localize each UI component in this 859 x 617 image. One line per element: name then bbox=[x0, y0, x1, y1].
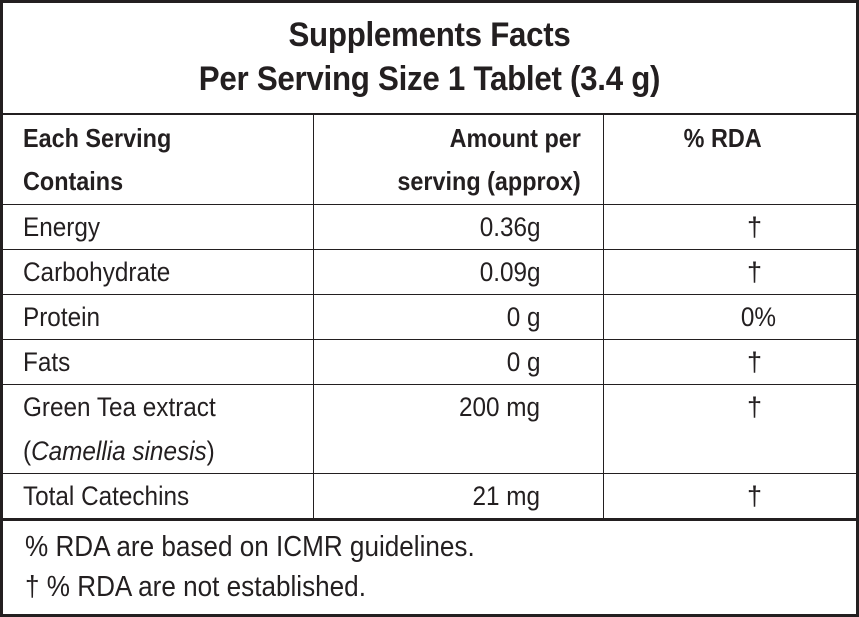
header-amount-per-serving: Amount per serving (approx) bbox=[312, 115, 604, 205]
nutrient-name: Protein bbox=[3, 293, 314, 340]
nutrient-rda: † bbox=[602, 383, 856, 474]
footnote-rda-not-established: † % RDA are not established. bbox=[25, 570, 366, 603]
nutrient-name: Green Tea extract (Camellia sinesis) bbox=[3, 383, 314, 474]
nutrient-amount: 200 mg bbox=[312, 383, 604, 474]
nutrient-name: Total Catechins bbox=[3, 472, 314, 519]
title-block: Supplements Facts Per Serving Size 1 Tab… bbox=[3, 3, 856, 115]
footnotes: % RDA are based on ICMR guidelines. † % … bbox=[3, 518, 856, 607]
table-row: Energy 0.36g † bbox=[3, 203, 856, 250]
nutrient-rda: † bbox=[602, 472, 856, 519]
panel-title: Supplements Facts bbox=[288, 16, 571, 54]
table-row: Protein 0 g 0% bbox=[3, 293, 856, 340]
nutrient-amount: 0.36g bbox=[312, 203, 604, 250]
botanical-name: (Camellia sinesis) bbox=[23, 435, 215, 466]
table-row: Green Tea extract (Camellia sinesis) 200… bbox=[3, 383, 856, 474]
nutrient-amount: 0.09g bbox=[312, 248, 604, 295]
header-each-serving: Each Serving Contains bbox=[3, 115, 314, 205]
nutrient-amount: 0 g bbox=[312, 338, 604, 385]
nutrient-name: Carbohydrate bbox=[3, 248, 314, 295]
nutrient-rda: 0% bbox=[602, 293, 856, 340]
nutrient-name: Fats bbox=[3, 338, 314, 385]
nutrition-table: Each Serving Contains Amount per serving… bbox=[3, 115, 856, 519]
nutrient-amount: 0 g bbox=[312, 293, 604, 340]
header-rda: % RDA bbox=[602, 115, 856, 205]
nutrient-rda: † bbox=[602, 248, 856, 295]
nutrient-rda: † bbox=[602, 203, 856, 250]
table-row: Carbohydrate 0.09g † bbox=[3, 248, 856, 295]
nutrient-rda: † bbox=[602, 338, 856, 385]
footnote-rda-basis: % RDA are based on ICMR guidelines. bbox=[25, 530, 475, 563]
serving-size-heading: Per Serving Size 1 Tablet (3.4 g) bbox=[198, 60, 661, 98]
nutrient-amount: 21 mg bbox=[312, 472, 604, 519]
table-header-row: Each Serving Contains Amount per serving… bbox=[3, 115, 856, 205]
table-row: Total Catechins 21 mg † bbox=[3, 472, 856, 519]
nutrient-name: Energy bbox=[3, 203, 314, 250]
table-row: Fats 0 g † bbox=[3, 338, 856, 385]
